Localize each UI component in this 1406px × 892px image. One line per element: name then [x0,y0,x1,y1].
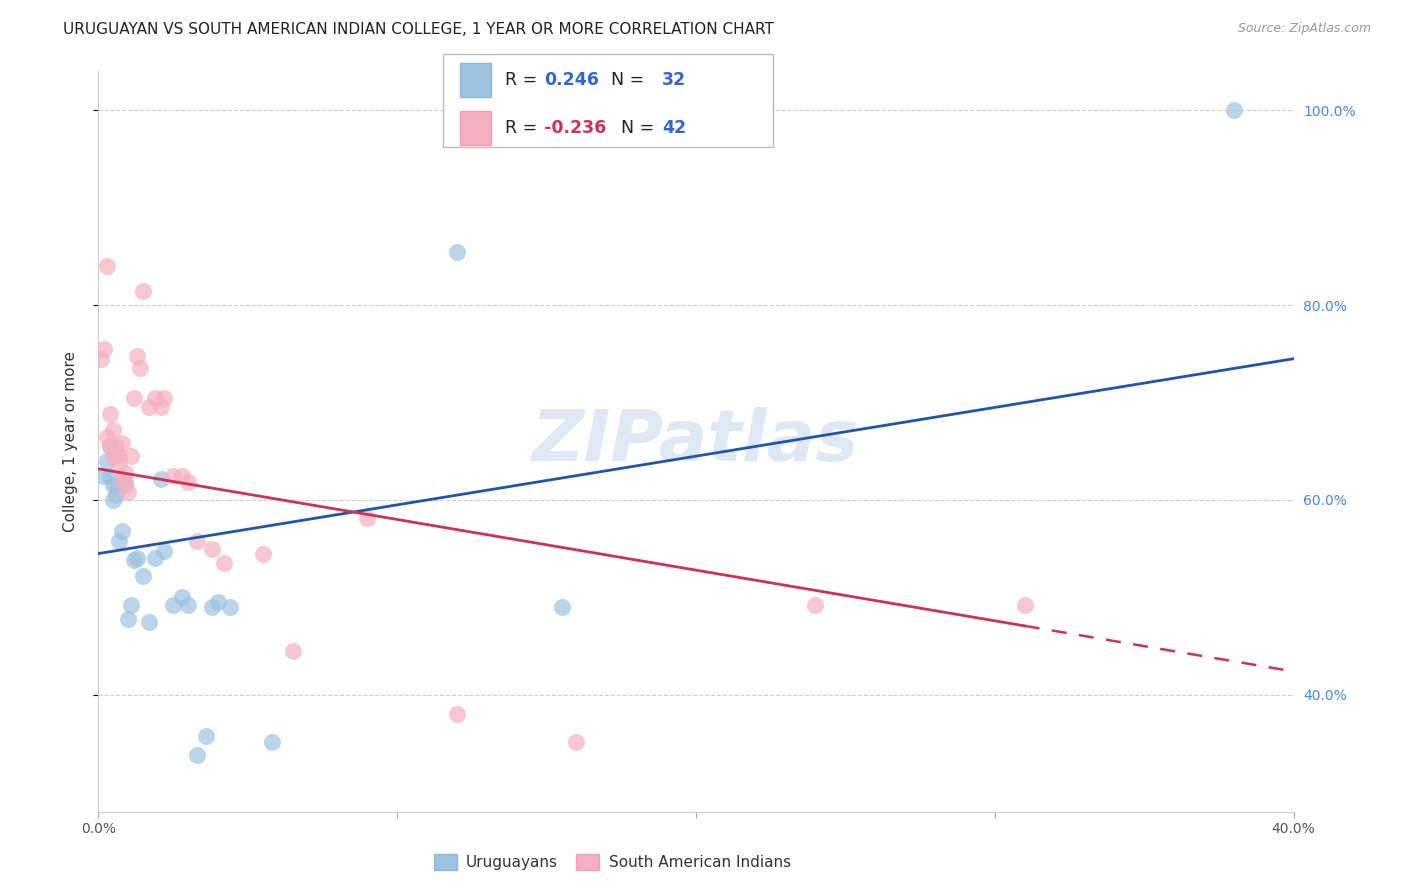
Point [143,551,166,566]
Point [98,407,122,421]
Text: R =: R = [505,71,543,89]
Point [105,446,128,460]
Point [117,612,139,626]
Point [356,510,378,524]
Point [90,351,112,366]
Point [98,439,122,453]
Point [96,430,118,444]
Point [177,598,200,612]
Text: 32: 32 [662,71,686,89]
Point [138,615,160,629]
Y-axis label: College, 1 year or more: College, 1 year or more [63,351,77,532]
Point [207,595,229,609]
Point [195,729,218,743]
Point [186,748,208,763]
Point [103,493,125,508]
Point [93,468,115,483]
Point [565,734,588,748]
Point [111,436,134,450]
Point [162,598,184,612]
Text: N =: N = [600,71,650,89]
Point [153,391,176,405]
Point [127,551,149,566]
Point [138,401,160,415]
Point [105,478,128,492]
Point [114,466,136,480]
Text: URUGUAYAN VS SOUTH AMERICAN INDIAN COLLEGE, 1 YEAR OR MORE CORRELATION CHART: URUGUAYAN VS SOUTH AMERICAN INDIAN COLLE… [63,22,775,37]
Point [201,541,224,556]
Point [150,472,173,486]
Point [281,644,304,658]
Point [103,449,125,463]
Point [177,475,200,490]
Point [150,401,173,415]
Point [127,349,149,363]
Point [111,472,134,486]
Point [108,456,131,470]
Text: ZIPatlas: ZIPatlas [533,407,859,476]
Text: 42: 42 [662,119,686,136]
Point [804,598,827,612]
Point [201,600,224,615]
Point [98,439,122,453]
Point [446,244,468,259]
Point [132,569,155,583]
Point [1223,103,1246,118]
Point [129,361,152,376]
Point [120,449,142,463]
Point [219,600,242,615]
Point [143,391,166,405]
Point [120,598,142,612]
Point [124,391,146,405]
Point [132,284,155,298]
Point [96,454,118,468]
Point [186,533,208,548]
Point [117,485,139,500]
Point [108,533,131,548]
Point [260,734,283,748]
Point [103,478,125,492]
Point [172,591,194,605]
Point [172,468,194,483]
Point [1014,598,1036,612]
Point [105,439,128,453]
Point [105,488,128,502]
Point [212,557,235,571]
Text: N =: N = [610,119,659,136]
Legend: Uruguayans, South American Indians: Uruguayans, South American Indians [426,847,799,878]
Point [103,423,125,437]
Text: Source: ZipAtlas.com: Source: ZipAtlas.com [1237,22,1371,36]
Point [114,475,136,490]
Point [162,468,184,483]
Point [252,547,274,561]
Point [153,543,176,558]
Point [550,600,572,615]
Text: 0.246: 0.246 [544,71,599,89]
Point [446,707,468,722]
Point [114,478,136,492]
Point [93,342,115,356]
Text: R =: R = [505,119,543,136]
Point [98,468,122,483]
Point [111,524,134,538]
Point [124,553,146,567]
Point [108,449,131,463]
Text: -0.236: -0.236 [544,119,606,136]
Point [96,259,118,273]
